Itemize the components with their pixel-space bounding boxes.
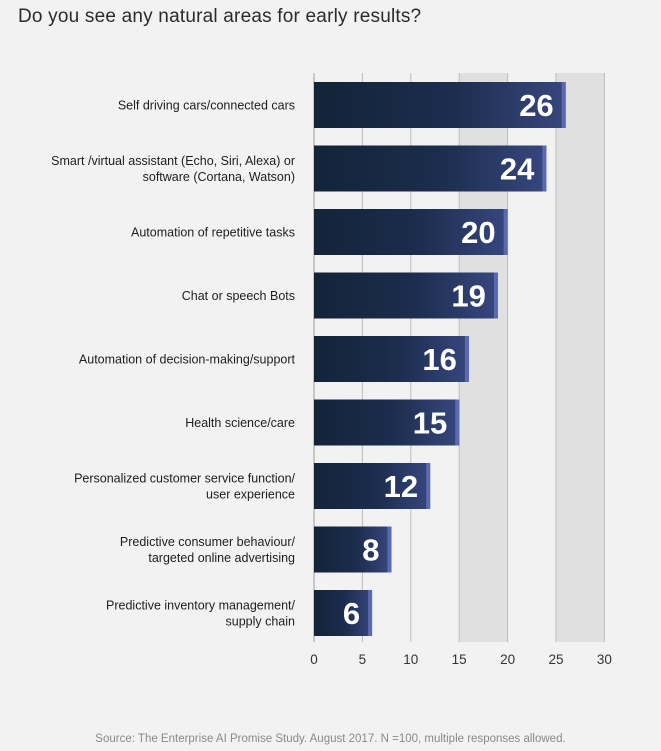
bar-edge-0 xyxy=(561,82,566,128)
value-label-7: 8 xyxy=(362,533,379,568)
bar-edge-4 xyxy=(464,336,469,382)
value-label-4: 16 xyxy=(422,342,456,377)
category-label-line: Automation of decision-making/support xyxy=(79,353,296,367)
category-label-line: Predictive consumer behaviour/ xyxy=(120,535,296,549)
bar-edge-5 xyxy=(455,399,460,446)
x-tick-label-30: 30 xyxy=(597,652,612,667)
chart-title: Do you see any natural areas for early r… xyxy=(18,6,422,27)
x-tick-label-25: 25 xyxy=(548,652,563,667)
value-label-6: 12 xyxy=(384,469,418,504)
category-label-line: Personalized customer service function/ xyxy=(74,472,295,486)
category-label-line: targeted online advertising xyxy=(148,551,295,565)
category-label-line: supply chain xyxy=(226,615,296,629)
category-label-line: Automation of repetitive tasks xyxy=(131,226,295,240)
bar-edge-2 xyxy=(503,209,508,255)
bar-edge-8 xyxy=(368,590,373,636)
category-label-line: Self driving cars/connected cars xyxy=(118,99,295,113)
bar-edge-1 xyxy=(542,145,547,192)
bar-3 xyxy=(314,272,498,319)
category-label-3: Chat or speech Bots xyxy=(182,289,295,303)
category-label-8: Predictive inventory management/supply c… xyxy=(106,599,296,629)
value-label-3: 19 xyxy=(451,279,485,314)
x-tick-label-15: 15 xyxy=(452,652,467,667)
category-label-line: Predictive inventory management/ xyxy=(106,599,296,613)
category-label-4: Automation of decision-making/support xyxy=(79,353,296,367)
bar-6 xyxy=(314,463,431,509)
category-label-1: Smart /virtual assistant (Echo, Siri, Al… xyxy=(51,154,295,184)
bar-2 xyxy=(314,209,508,255)
category-label-line: user experience xyxy=(206,488,295,502)
value-label-8: 6 xyxy=(343,596,360,631)
bar-edge-3 xyxy=(493,272,498,319)
bar-4 xyxy=(314,336,469,382)
x-tick-label-5: 5 xyxy=(359,652,367,667)
category-label-7: Predictive consumer behaviour/targeted o… xyxy=(120,535,296,565)
category-label-0: Self driving cars/connected cars xyxy=(118,99,295,113)
bar-0 xyxy=(314,82,566,128)
bar-7 xyxy=(314,526,392,573)
x-tick-label-10: 10 xyxy=(403,652,418,667)
category-label-line: Smart /virtual assistant (Echo, Siri, Al… xyxy=(51,154,295,168)
category-label-2: Automation of repetitive tasks xyxy=(131,226,295,240)
category-label-6: Personalized customer service function/u… xyxy=(74,472,295,502)
source-note: Source: The Enterprise AI Promise Study.… xyxy=(95,733,566,745)
value-label-0: 26 xyxy=(519,88,553,123)
category-label-line: Chat or speech Bots xyxy=(182,289,295,303)
x-axis-ticks: 0 5 10 15 20 25 30 xyxy=(310,652,612,667)
category-labels: Self driving cars/connected cars Smart /v… xyxy=(51,99,295,629)
category-label-line: software (Cortana, Watson) xyxy=(143,170,295,184)
category-label-5: Health science/care xyxy=(185,416,295,430)
bar-8 xyxy=(314,590,373,636)
category-label-line: Health science/care xyxy=(185,416,295,430)
value-label-2: 20 xyxy=(461,215,495,250)
bar-edge-7 xyxy=(387,526,392,573)
shaded-band-1 xyxy=(556,73,605,642)
x-tick-label-0: 0 xyxy=(310,652,318,667)
x-tick-label-20: 20 xyxy=(500,652,515,667)
bar-edge-6 xyxy=(426,463,431,509)
bar-1 xyxy=(314,145,547,192)
bar-5 xyxy=(314,399,460,446)
value-label-1: 24 xyxy=(500,152,535,187)
value-label-5: 15 xyxy=(413,406,447,441)
